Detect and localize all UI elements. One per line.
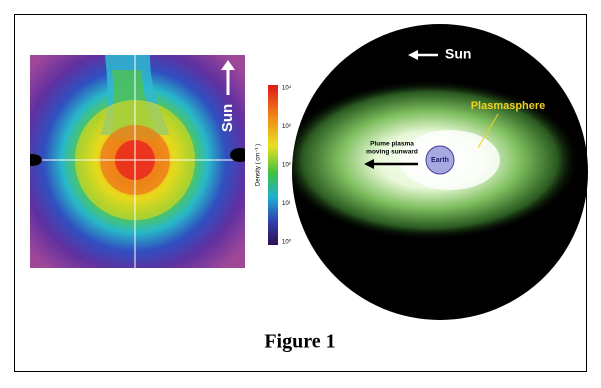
- plume-label: moving sunward: [366, 149, 418, 156]
- colorbar-tick-label: 10³: [282, 124, 291, 130]
- sun-label: Sun: [445, 46, 471, 62]
- colorbar-tick-label: 10⁴: [282, 85, 292, 92]
- earth: [425, 145, 455, 175]
- colorbar-tick-label: 10⁰: [282, 239, 292, 246]
- sun-label: Sun: [219, 104, 236, 132]
- plume-label: Plume plasma: [370, 141, 414, 148]
- colorbar-label: Density ( cm⁻³ ): [256, 144, 262, 186]
- density-map: [30, 55, 245, 268]
- plasmasphere-label: Plasmasphere: [471, 100, 546, 112]
- colorbar-tick-label: 10¹: [282, 201, 291, 207]
- caption: Figure 1: [264, 331, 335, 353]
- colorbar-tick-label: 10²: [282, 163, 291, 169]
- colorbar: [268, 85, 278, 245]
- earth-label: Earth: [431, 157, 449, 164]
